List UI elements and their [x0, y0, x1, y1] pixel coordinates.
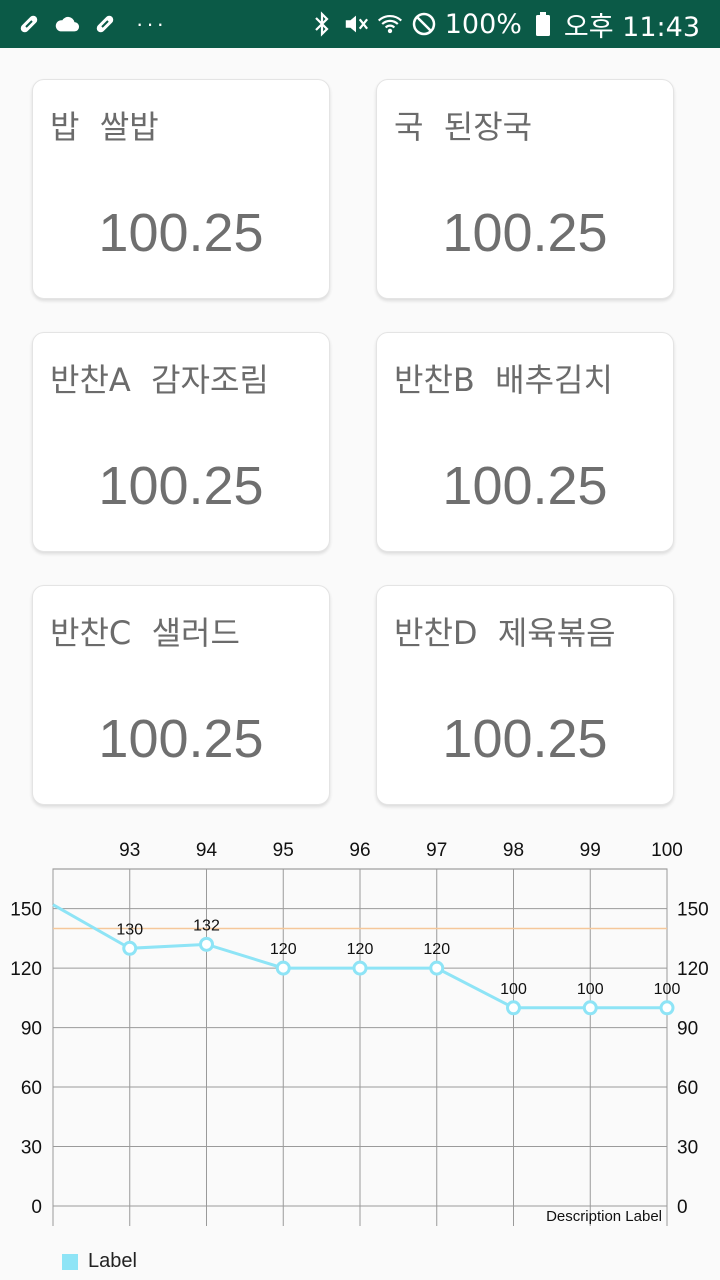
- meal-card-side-b[interactable]: 반찬B 배추김치 100.25: [376, 332, 674, 552]
- card-title: 반찬B 배추김치: [394, 361, 613, 399]
- x-tick-label: 93: [119, 840, 140, 861]
- y-tick-label-left: 60: [21, 1078, 42, 1099]
- data-point: [659, 1000, 675, 1016]
- status-left-icons: ···: [16, 0, 167, 48]
- legend-label: Label: [88, 1250, 137, 1272]
- status-right-icons: 100% 오후 11:43: [309, 0, 700, 48]
- y-tick-label-right: 30: [677, 1138, 698, 1159]
- card-value: 100.25: [442, 203, 608, 263]
- data-label: 100: [577, 981, 604, 998]
- pill-icon: [16, 11, 42, 37]
- y-tick-label-right: 60: [677, 1078, 698, 1099]
- x-tick-label: 99: [580, 840, 601, 861]
- battery-percent: 100%: [444, 8, 522, 40]
- data-label: 100: [654, 981, 681, 998]
- meal-card-side-c[interactable]: 반찬C 샐러드 100.25: [32, 585, 330, 805]
- meal-card-side-d[interactable]: 반찬D 제육볶음 100.25: [376, 585, 674, 805]
- y-tick-label-left: 0: [31, 1197, 42, 1218]
- y-tick-label-left: 30: [21, 1138, 42, 1159]
- wifi-icon: [377, 11, 403, 37]
- card-value: 100.25: [98, 203, 264, 263]
- more-dots-icon: ···: [136, 11, 167, 36]
- y-tick-label-left: 120: [10, 959, 42, 980]
- card-title: 반찬D 제육볶음: [394, 614, 616, 652]
- x-tick-label: 95: [273, 840, 294, 861]
- x-tick-label: 96: [349, 840, 370, 861]
- do-not-disturb-icon: [411, 11, 437, 37]
- description-label: Description Label: [546, 1208, 662, 1225]
- card-title: 반찬A 감자조림: [50, 361, 269, 399]
- data-label: 120: [347, 941, 374, 958]
- meal-card-soup[interactable]: 국 된장국 100.25: [376, 79, 674, 299]
- y-tick-label-left: 90: [21, 1019, 42, 1040]
- card-value: 100.25: [442, 709, 608, 769]
- data-point: [352, 960, 368, 976]
- y-tick-label-right: 0: [677, 1197, 688, 1218]
- data-point: [275, 960, 291, 976]
- y-tick-label-right: 120: [677, 959, 709, 980]
- data-label: 100: [500, 981, 527, 998]
- data-label: 130: [116, 921, 143, 938]
- y-tick-label-left: 150: [10, 900, 42, 921]
- chart-legend: Label: [62, 1250, 137, 1273]
- x-tick-label: 100: [651, 840, 683, 861]
- meal-card-rice[interactable]: 밥 쌀밥 100.25: [32, 79, 330, 299]
- meal-card-side-a[interactable]: 반찬A 감자조림 100.25: [32, 332, 330, 552]
- y-tick-label-right: 150: [677, 900, 709, 921]
- legend-swatch: [62, 1253, 78, 1270]
- data-label: 120: [270, 941, 297, 958]
- card-value: 100.25: [98, 709, 264, 769]
- data-label: 132: [193, 917, 220, 934]
- x-tick-label: 97: [426, 840, 447, 861]
- status-bar: ··· 100% 오후 11:43: [0, 0, 720, 48]
- pill-icon: [92, 11, 118, 37]
- card-title: 반찬C 샐러드: [50, 614, 240, 652]
- card-value: 100.25: [442, 456, 608, 516]
- line-chart[interactable]: 0 0 30 30 60 60 90 90 120 120 150 150 93 94 95 96 97 98 99…: [0, 820, 720, 1260]
- y-tick-label-right: 90: [677, 1019, 698, 1040]
- battery-icon: [530, 11, 556, 37]
- card-value: 100.25: [98, 456, 264, 516]
- data-point: [582, 1000, 598, 1016]
- data-label: 120: [423, 941, 450, 958]
- bluetooth-icon: [309, 11, 335, 37]
- x-tick-label: 94: [196, 840, 218, 861]
- data-point: [199, 936, 214, 952]
- x-tick-label: 98: [503, 840, 524, 861]
- cloud-icon: [54, 11, 80, 37]
- card-title: 국 된장국: [394, 108, 533, 146]
- clock-time: 오후 11:43: [563, 11, 700, 43]
- data-point: [122, 940, 138, 956]
- card-title: 밥 쌀밥: [50, 108, 159, 146]
- vibrate-mute-icon: [343, 11, 369, 37]
- data-point: [506, 1000, 521, 1016]
- data-point: [429, 960, 445, 976]
